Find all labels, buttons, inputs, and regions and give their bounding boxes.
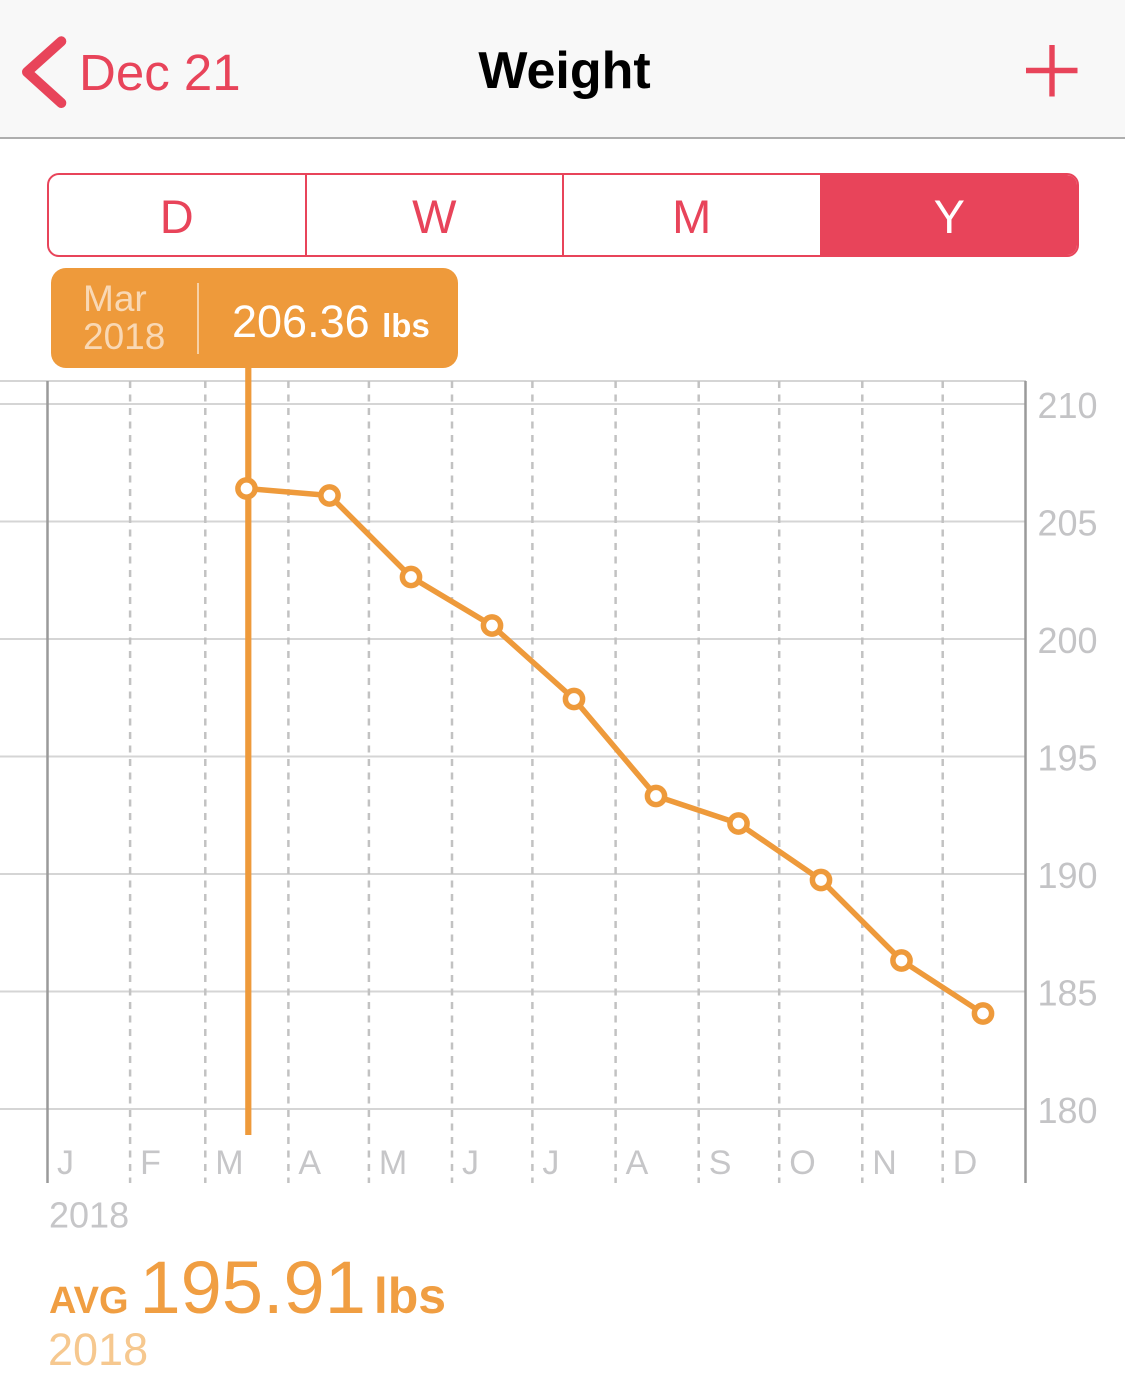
svg-text:N: N: [872, 1144, 897, 1182]
svg-text:A: A: [298, 1144, 321, 1182]
svg-text:F: F: [140, 1144, 161, 1182]
svg-text:180: 180: [1038, 1090, 1098, 1131]
svg-text:2018: 2018: [49, 1195, 129, 1236]
svg-text:J: J: [462, 1144, 479, 1182]
svg-text:J: J: [57, 1144, 74, 1182]
svg-text:M: M: [379, 1144, 407, 1182]
svg-text:J: J: [542, 1144, 559, 1182]
svg-text:195: 195: [1038, 738, 1098, 779]
svg-text:200: 200: [1038, 620, 1098, 661]
svg-text:M: M: [215, 1144, 243, 1182]
svg-text:O: O: [789, 1144, 815, 1182]
svg-text:205: 205: [1038, 503, 1098, 544]
svg-text:D: D: [953, 1144, 978, 1182]
svg-text:A: A: [626, 1144, 649, 1182]
svg-text:190: 190: [1038, 855, 1098, 896]
svg-text:210: 210: [1038, 385, 1098, 426]
svg-text:185: 185: [1038, 973, 1098, 1014]
svg-text:S: S: [709, 1144, 732, 1182]
